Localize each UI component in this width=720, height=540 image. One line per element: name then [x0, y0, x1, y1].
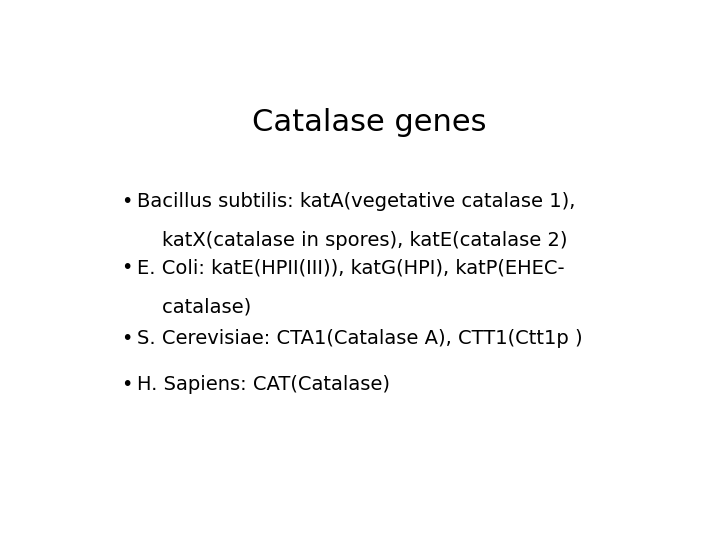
Text: E. Coli: katE(HPII(III)), katG(HPI), katP(EHEC-: E. Coli: katE(HPII(III)), katG(HPI), kat… — [138, 258, 565, 277]
Text: Catalase genes: Catalase genes — [252, 109, 486, 138]
Text: S. Cerevisiae: CTA1(Catalase A), CTT1(Ctt1p ): S. Cerevisiae: CTA1(Catalase A), CTT1(Ct… — [138, 329, 583, 348]
Text: katX(catalase in spores), katE(catalase 2): katX(catalase in spores), katE(catalase … — [138, 231, 568, 250]
Text: •: • — [121, 192, 132, 211]
Text: H. Sapiens: CAT(Catalase): H. Sapiens: CAT(Catalase) — [138, 375, 390, 394]
Text: •: • — [121, 258, 132, 277]
Text: Bacillus subtilis: katA(vegetative catalase 1),: Bacillus subtilis: katA(vegetative catal… — [138, 192, 576, 211]
Text: catalase): catalase) — [138, 298, 252, 316]
Text: •: • — [121, 375, 132, 394]
Text: •: • — [121, 329, 132, 348]
